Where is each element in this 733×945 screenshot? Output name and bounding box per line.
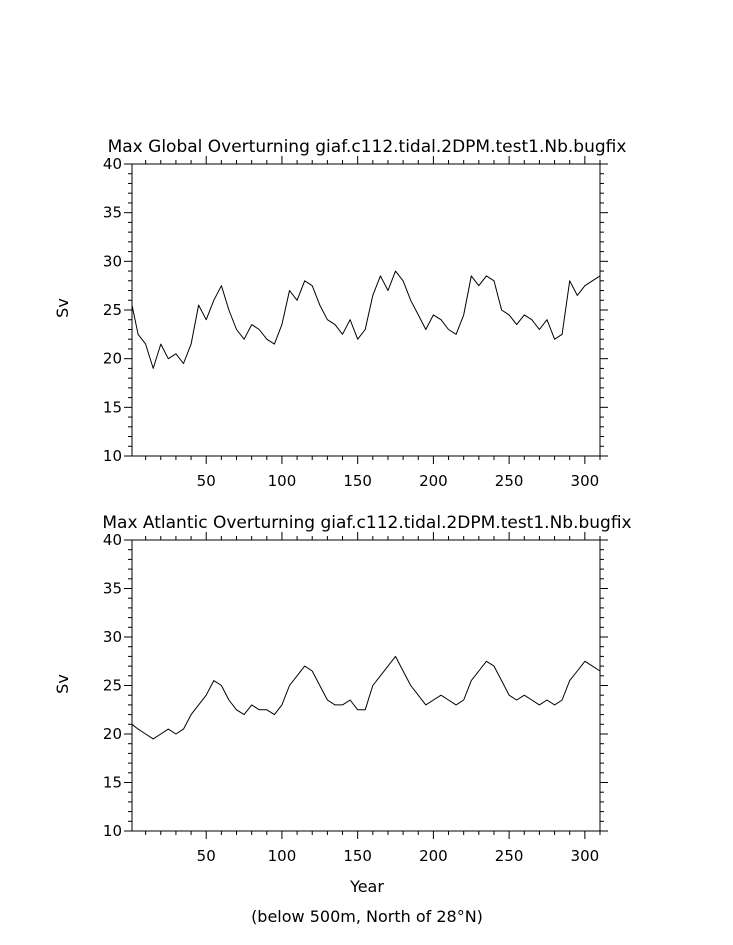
x-tick-label: 50 — [197, 472, 216, 490]
x-tick-label: 100 — [268, 847, 297, 865]
x-tick-label: 100 — [268, 472, 297, 490]
y-axis-label: Sv — [53, 674, 72, 694]
x-tick-label: 200 — [419, 847, 448, 865]
series-line — [131, 270, 601, 369]
y-tick-label: 35 — [103, 580, 122, 598]
x-tick-label: 300 — [571, 472, 600, 490]
footer-note: (below 500m, North of 28°N) — [251, 907, 483, 926]
y-tick-label: 10 — [103, 822, 122, 840]
chart-title: Max Atlantic Overturning giaf.c112.tidal… — [102, 513, 631, 533]
x-tick-label: 250 — [495, 472, 524, 490]
series-line — [131, 655, 601, 740]
y-axis-label: Sv — [53, 298, 72, 318]
y-tick-label: 15 — [103, 774, 122, 792]
y-tick-label: 25 — [103, 301, 122, 319]
x-tick-label: 200 — [419, 472, 448, 490]
y-tick-label: 30 — [103, 628, 122, 646]
y-tick-label: 40 — [103, 155, 122, 173]
x-tick-label: 300 — [571, 847, 600, 865]
x-tick-label: 150 — [343, 472, 372, 490]
x-axis-label: Year — [349, 877, 384, 896]
plot-frame — [131, 163, 601, 457]
chart-title: Max Global Overturning giaf.c112.tidal.2… — [108, 137, 627, 157]
y-tick-label: 20 — [103, 350, 122, 368]
atlantic-overturning-panel: Max Atlantic Overturning giaf.c112.tidal… — [53, 513, 632, 896]
global-overturning-panel: Max Global Overturning giaf.c112.tidal.2… — [53, 137, 626, 490]
x-tick-label: 250 — [495, 847, 524, 865]
y-tick-label: 15 — [103, 398, 122, 416]
y-tick-label: 40 — [103, 531, 122, 549]
y-tick-label: 10 — [103, 447, 122, 465]
plot-frame — [131, 539, 601, 832]
x-tick-label: 50 — [197, 847, 216, 865]
y-tick-label: 25 — [103, 677, 122, 695]
y-tick-label: 30 — [103, 252, 122, 270]
y-tick-label: 35 — [103, 204, 122, 222]
x-tick-label: 150 — [343, 847, 372, 865]
y-tick-label: 20 — [103, 725, 122, 743]
